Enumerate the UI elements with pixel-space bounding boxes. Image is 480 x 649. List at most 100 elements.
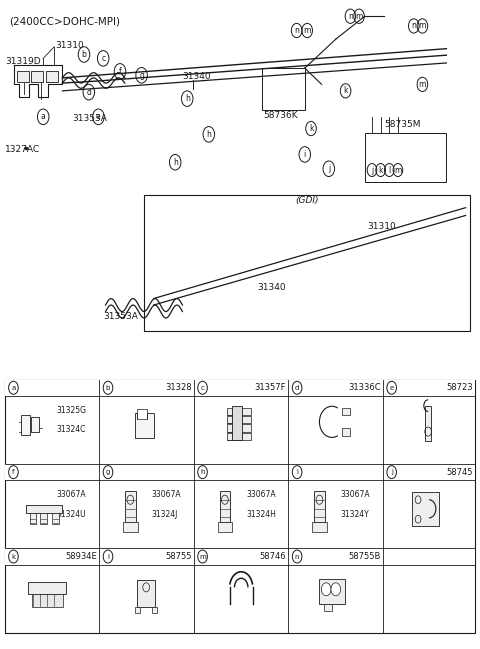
Text: 31319D: 31319D (5, 57, 40, 66)
Bar (135, 607, 140, 613)
Bar (137, 409, 147, 419)
Bar (231, 406, 242, 440)
Bar (312, 522, 327, 532)
Text: 31325G: 31325G (57, 406, 87, 415)
Bar (134, 413, 154, 438)
Text: l: l (107, 554, 109, 559)
Bar (383, 464, 475, 480)
Bar (21, 415, 29, 435)
Text: m: m (419, 21, 426, 31)
Bar (194, 548, 288, 565)
Text: h: h (173, 158, 178, 167)
Text: b: b (82, 50, 86, 59)
Bar (262, 68, 305, 110)
Text: n: n (348, 12, 353, 21)
Text: 31310: 31310 (55, 41, 84, 50)
Bar (227, 424, 251, 432)
Bar (25, 505, 61, 513)
Bar (383, 548, 475, 565)
Text: 58735M: 58735M (384, 119, 420, 129)
Text: 31310: 31310 (367, 222, 396, 231)
Text: g: g (139, 71, 144, 80)
Text: m: m (199, 554, 206, 559)
Text: 31324H: 31324H (246, 509, 276, 519)
Bar (144, 195, 470, 331)
Bar (52, 513, 59, 524)
Bar (32, 594, 62, 607)
Bar (40, 513, 47, 524)
Text: j: j (391, 469, 393, 475)
Text: h: h (185, 94, 190, 103)
Bar (412, 492, 439, 526)
Text: n: n (411, 21, 416, 31)
Text: j: j (328, 164, 330, 173)
Text: h: h (206, 130, 211, 139)
Text: 33067A: 33067A (152, 490, 181, 499)
Text: 31336C: 31336C (348, 384, 381, 392)
Text: 58745: 58745 (446, 468, 473, 476)
Bar (425, 406, 431, 441)
Text: m: m (394, 165, 402, 175)
Text: 31353A: 31353A (103, 312, 138, 321)
Text: 58723: 58723 (446, 384, 473, 392)
Bar (227, 416, 251, 423)
Text: 1327AC: 1327AC (5, 145, 40, 154)
Bar (341, 408, 350, 415)
Bar (29, 513, 36, 524)
Text: 31328: 31328 (165, 384, 192, 392)
Text: d: d (86, 88, 91, 97)
Text: f: f (119, 67, 121, 76)
Text: 33067A: 33067A (57, 490, 86, 499)
Text: k: k (343, 86, 348, 95)
Text: n: n (294, 26, 299, 35)
Circle shape (321, 583, 331, 596)
Bar (319, 579, 346, 604)
Bar (46, 71, 58, 82)
Bar (194, 464, 288, 480)
Bar (383, 380, 475, 396)
Text: 31324U: 31324U (57, 509, 86, 519)
Bar (123, 522, 137, 532)
Bar (99, 380, 194, 396)
Text: h: h (200, 469, 205, 475)
Text: n: n (295, 554, 300, 559)
Bar (324, 604, 332, 611)
Text: e: e (390, 385, 394, 391)
Bar (288, 464, 383, 480)
Text: 31340: 31340 (257, 283, 286, 292)
Text: 58746: 58746 (260, 552, 286, 561)
Text: c: c (101, 54, 105, 63)
Bar (219, 491, 230, 522)
Text: 31340: 31340 (182, 71, 211, 80)
Text: 58736K: 58736K (263, 111, 298, 120)
Text: k: k (12, 554, 15, 559)
Text: 31353A: 31353A (72, 114, 107, 123)
Text: g: g (106, 469, 110, 475)
Bar (5, 464, 99, 480)
Text: b: b (106, 385, 110, 391)
Text: 58755: 58755 (165, 552, 192, 561)
Text: k: k (378, 165, 383, 175)
Text: i: i (296, 469, 298, 475)
Text: m: m (419, 80, 426, 89)
Text: 33067A: 33067A (246, 490, 276, 499)
Bar (227, 433, 251, 440)
Bar (137, 580, 155, 607)
Bar (99, 464, 194, 480)
Bar (153, 607, 157, 613)
Bar (5, 380, 99, 396)
Bar (99, 548, 194, 565)
Text: 58934E: 58934E (65, 552, 97, 561)
Text: 33067A: 33067A (341, 490, 370, 499)
Text: a: a (41, 112, 46, 121)
Text: i: i (304, 150, 306, 159)
Text: k: k (309, 124, 313, 133)
Text: c: c (201, 385, 204, 391)
Bar (17, 71, 29, 82)
Text: m: m (355, 12, 363, 21)
Bar (28, 582, 66, 594)
Text: a: a (12, 385, 15, 391)
Bar (365, 133, 446, 182)
Text: 31357F: 31357F (254, 384, 286, 392)
Text: 31324C: 31324C (57, 425, 86, 434)
